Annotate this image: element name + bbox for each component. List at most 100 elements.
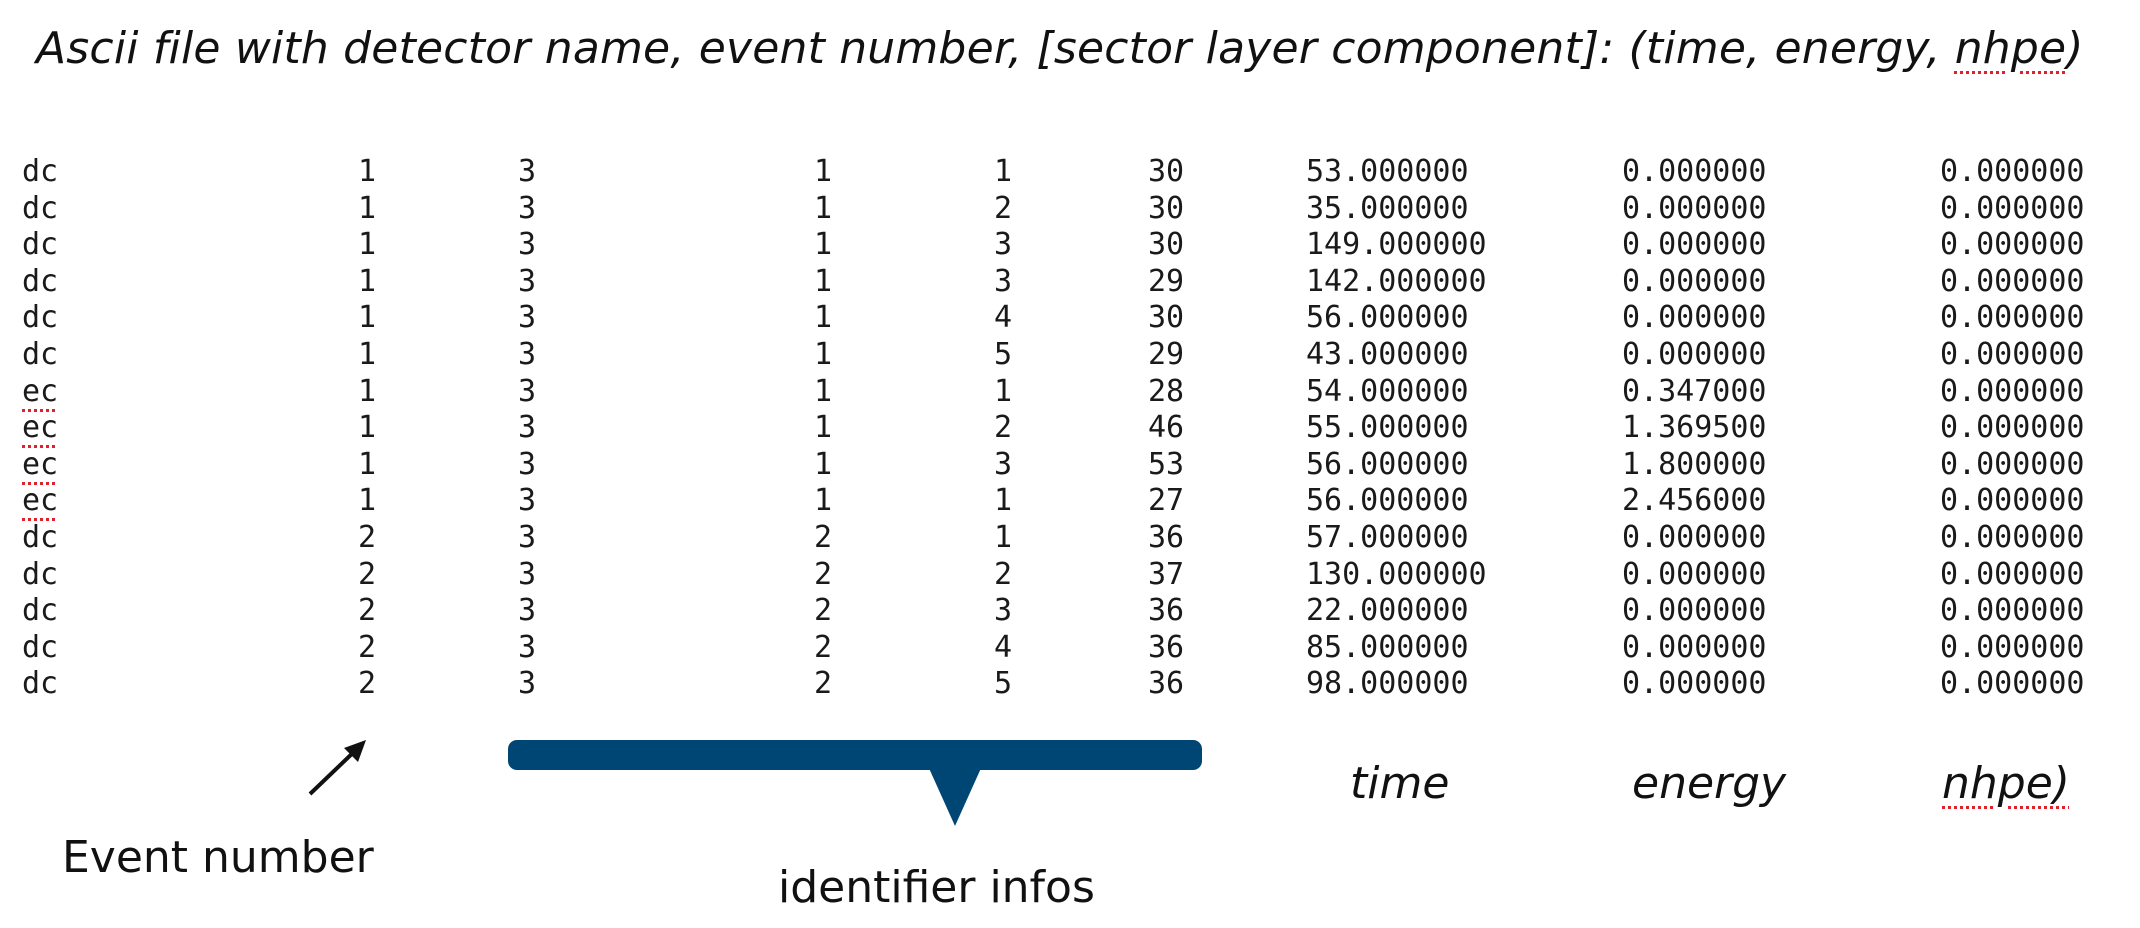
sector-cell: 3 bbox=[518, 410, 537, 446]
layer-cell: 2 bbox=[814, 556, 833, 592]
adc-cell: 37 bbox=[1148, 556, 1185, 592]
nhpe-cell: 0.000000 bbox=[1940, 593, 2085, 629]
page-heading: Ascii file with detector name, event num… bbox=[36, 14, 2084, 84]
layer-cell: 1 bbox=[814, 410, 833, 446]
adc-cell: 29 bbox=[1148, 263, 1185, 299]
component-cell: 4 bbox=[994, 300, 1013, 336]
time-column-label: time bbox=[1350, 758, 1450, 809]
detector-name-cell: dc bbox=[22, 666, 59, 702]
nhpe-cell: 0.000000 bbox=[1940, 227, 2085, 263]
adc-cell: 53 bbox=[1148, 446, 1185, 482]
sector-cell: 3 bbox=[518, 519, 537, 555]
table-row: ec 1 3 1 2 46 55.000000 1.369500 0.000000 bbox=[0, 410, 2140, 447]
nhpe-cell: 0.000000 bbox=[1940, 446, 2085, 482]
time-cell: 56.000000 bbox=[1306, 483, 1469, 519]
component-cell: 5 bbox=[994, 666, 1013, 702]
time-cell: 43.000000 bbox=[1306, 336, 1469, 372]
adc-cell: 30 bbox=[1148, 300, 1185, 336]
event-number-cell: 2 bbox=[358, 666, 377, 702]
table-row: dc 2 3 2 1 36 57.000000 0.000000 0.000000 bbox=[0, 520, 2140, 557]
sector-cell: 3 bbox=[518, 227, 537, 263]
time-cell: 85.000000 bbox=[1306, 629, 1469, 665]
nhpe-cell: 0.000000 bbox=[1940, 666, 2085, 702]
sector-cell: 3 bbox=[518, 483, 537, 519]
table-row: dc 2 3 2 5 36 98.000000 0.000000 0.000000 bbox=[0, 666, 2140, 703]
event-number-cell: 1 bbox=[358, 300, 377, 336]
sector-cell: 3 bbox=[518, 190, 537, 226]
table-row: dc 1 3 1 3 30 149.000000 0.000000 0.000000 bbox=[0, 227, 2140, 264]
detector-name-cell: ec bbox=[22, 410, 59, 446]
heading-close-paren: ) bbox=[2066, 23, 2084, 74]
layer-cell: 2 bbox=[814, 666, 833, 702]
energy-cell: 0.000000 bbox=[1622, 629, 1767, 665]
sector-cell: 3 bbox=[518, 556, 537, 592]
layer-cell: 1 bbox=[814, 336, 833, 372]
energy-cell: 0.000000 bbox=[1622, 154, 1767, 189]
table-row: dc 1 3 1 2 30 35.000000 0.000000 0.000000 bbox=[0, 191, 2140, 228]
event-number-cell: 2 bbox=[358, 556, 377, 592]
adc-cell: 46 bbox=[1148, 410, 1185, 446]
nhpe-cell: 0.000000 bbox=[1940, 263, 2085, 299]
time-cell: 56.000000 bbox=[1306, 446, 1469, 482]
component-cell: 2 bbox=[994, 410, 1013, 446]
nhpe-cell: 0.000000 bbox=[1940, 410, 2085, 446]
detector-name-cell: ec bbox=[22, 483, 59, 519]
energy-cell: 0.000000 bbox=[1622, 666, 1767, 702]
adc-cell: 28 bbox=[1148, 373, 1185, 409]
detector-name-cell: dc bbox=[22, 336, 59, 372]
table-row: dc 2 3 2 3 36 22.000000 0.000000 0.000000 bbox=[0, 593, 2140, 630]
time-cell: 56.000000 bbox=[1306, 300, 1469, 336]
time-cell: 130.000000 bbox=[1306, 556, 1487, 592]
layer-cell: 2 bbox=[814, 593, 833, 629]
brace-bracket-icon bbox=[508, 740, 1202, 826]
nhpe-cell: 0.000000 bbox=[1940, 556, 2085, 592]
nhpe-cell: 0.000000 bbox=[1940, 483, 2085, 519]
layer-cell: 1 bbox=[814, 227, 833, 263]
adc-cell: 36 bbox=[1148, 593, 1185, 629]
event-number-cell: 1 bbox=[358, 410, 377, 446]
energy-cell: 0.000000 bbox=[1622, 593, 1767, 629]
layer-cell: 1 bbox=[814, 446, 833, 482]
event-number-cell: 1 bbox=[358, 446, 377, 482]
event-number-cell: 1 bbox=[358, 263, 377, 299]
time-cell: 149.000000 bbox=[1306, 227, 1487, 263]
detector-name-cell: dc bbox=[22, 629, 59, 665]
nhpe-cell: 0.000000 bbox=[1940, 519, 2085, 555]
layer-cell: 1 bbox=[814, 300, 833, 336]
event-number-cell: 1 bbox=[358, 190, 377, 226]
nhpe-cell: 0.000000 bbox=[1940, 373, 2085, 409]
sector-cell: 3 bbox=[518, 629, 537, 665]
energy-cell: 0.000000 bbox=[1622, 227, 1767, 263]
component-cell: 3 bbox=[994, 593, 1013, 629]
energy-cell: 0.000000 bbox=[1622, 190, 1767, 226]
energy-column-label: energy bbox=[1632, 758, 1787, 809]
energy-cell: 0.000000 bbox=[1622, 556, 1767, 592]
detector-name-cell: ec bbox=[22, 446, 59, 482]
energy-cell: 0.000000 bbox=[1622, 519, 1767, 555]
energy-cell: 0.000000 bbox=[1622, 300, 1767, 336]
component-cell: 1 bbox=[994, 483, 1013, 519]
detector-name-cell: dc bbox=[22, 300, 59, 336]
time-cell: 142.000000 bbox=[1306, 263, 1487, 299]
table-row: dc 2 3 2 2 37 130.000000 0.000000 0.000000 bbox=[0, 557, 2140, 594]
component-cell: 4 bbox=[994, 629, 1013, 665]
layer-cell: 1 bbox=[814, 373, 833, 409]
time-cell: 22.000000 bbox=[1306, 593, 1469, 629]
layer-cell: 1 bbox=[814, 154, 833, 189]
detector-name-cell: dc bbox=[22, 190, 59, 226]
component-cell: 1 bbox=[994, 519, 1013, 555]
event-number-cell: 2 bbox=[358, 519, 377, 555]
table-row: ec 1 3 1 3 53 56.000000 1.800000 0.000000 bbox=[0, 447, 2140, 484]
adc-cell: 36 bbox=[1148, 666, 1185, 702]
arrow-up-right-icon bbox=[308, 740, 366, 796]
event-number-cell: 1 bbox=[358, 336, 377, 372]
table-row: dc 1 3 1 3 29 142.000000 0.000000 0.000000 bbox=[0, 264, 2140, 301]
sector-cell: 3 bbox=[518, 666, 537, 702]
sector-cell: 3 bbox=[518, 154, 537, 189]
energy-cell: 0.000000 bbox=[1622, 336, 1767, 372]
sector-cell: 3 bbox=[518, 593, 537, 629]
component-cell: 1 bbox=[994, 154, 1013, 189]
time-cell: 54.000000 bbox=[1306, 373, 1469, 409]
layer-cell: 1 bbox=[814, 190, 833, 226]
nhpe-cell: 0.000000 bbox=[1940, 154, 2085, 189]
